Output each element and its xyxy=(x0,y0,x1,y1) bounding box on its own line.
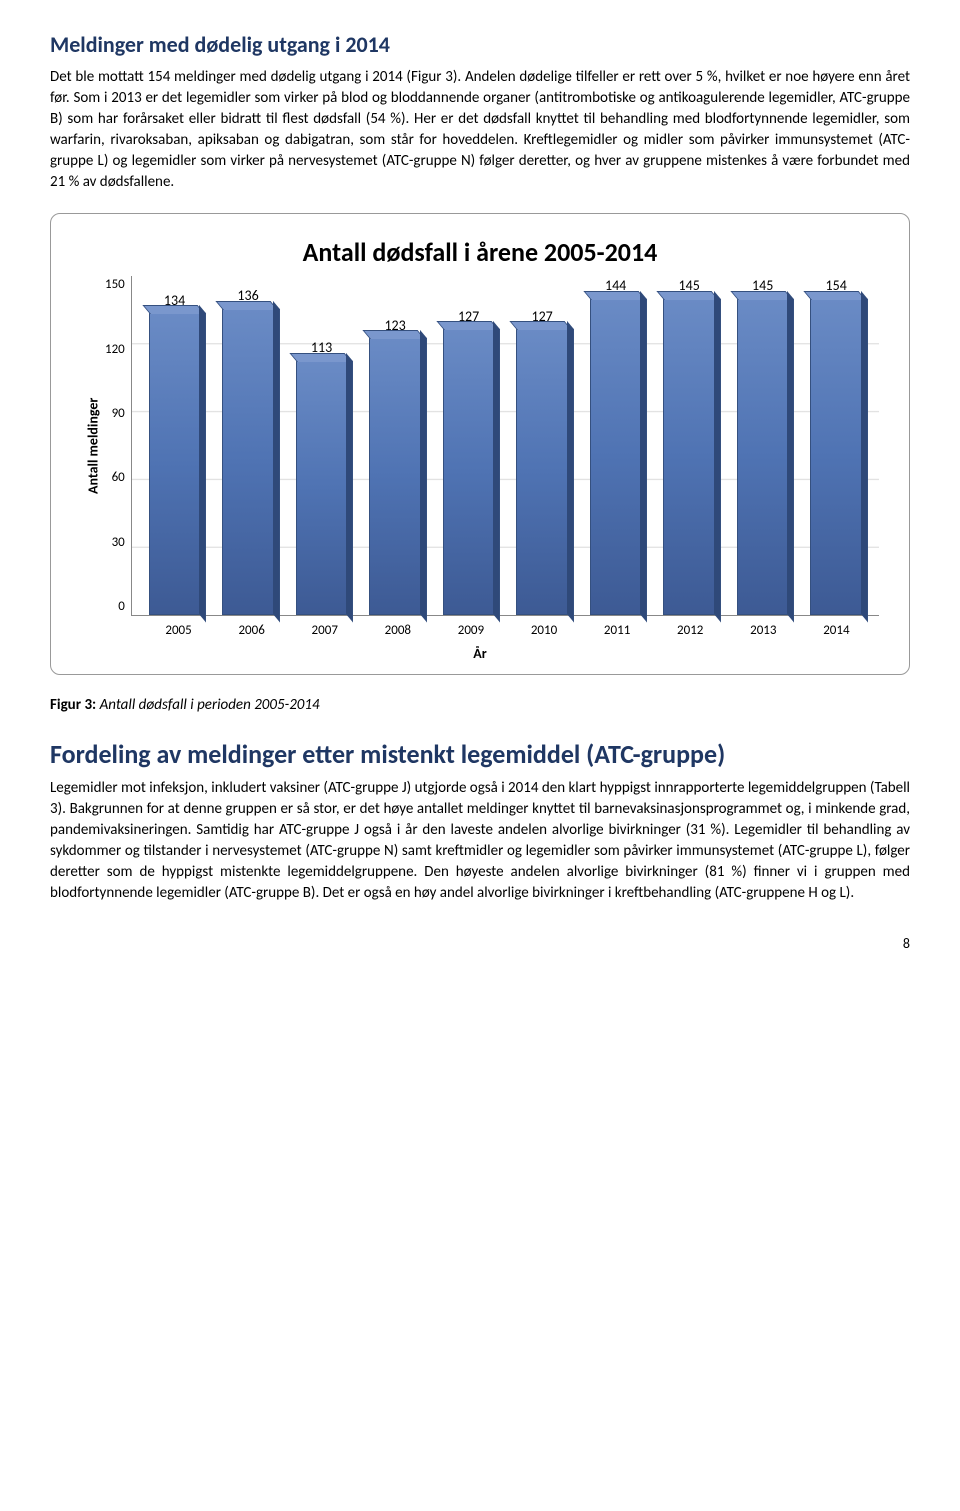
chart-bar xyxy=(590,298,641,615)
chart-ytick: 120 xyxy=(105,341,125,359)
chart-ytick: 150 xyxy=(105,276,125,294)
page-number: 8 xyxy=(50,934,910,954)
chart-bar xyxy=(369,337,420,615)
chart-xtick: 2007 xyxy=(288,622,361,640)
chart-ytick: 30 xyxy=(112,534,125,552)
paragraph-deaths: Det ble mottatt 154 meldinger med dødeli… xyxy=(50,67,910,193)
chart-bars: 134136113123127127144145145154 xyxy=(131,276,879,616)
chart-xtick: 2011 xyxy=(581,622,654,640)
chart-xtick: 2014 xyxy=(800,622,873,640)
chart-yaxis-label-wrap: Antall meldinger xyxy=(81,276,105,616)
figure-caption: Figur 3: Antall dødsfall i perioden 2005… xyxy=(50,695,910,716)
chart-xtick: 2006 xyxy=(215,622,288,640)
chart-bar xyxy=(443,328,494,615)
section-heading-deaths: Meldinger med dødelig utgang i 2014 xyxy=(50,30,910,61)
chart-bar xyxy=(149,312,200,615)
chart-bar-wrap: 145 xyxy=(652,276,726,615)
chart-bar xyxy=(222,308,273,615)
chart-bar-wrap: 127 xyxy=(432,276,506,615)
chart-xtick: 2009 xyxy=(434,622,507,640)
chart-xtick: 2012 xyxy=(654,622,727,640)
chart-ytick: 0 xyxy=(118,598,125,616)
chart-xtick: 2005 xyxy=(142,622,215,640)
chart-bar xyxy=(663,298,714,615)
chart-bar-wrap: 123 xyxy=(358,276,432,615)
chart-xtick: 2010 xyxy=(507,622,580,640)
chart-ytick: 90 xyxy=(112,405,125,423)
chart-yaxis-ticks: 150 120 90 60 30 0 xyxy=(105,276,131,616)
chart-ytick: 60 xyxy=(112,469,125,487)
figure-caption-label: Figur 3: xyxy=(50,696,100,714)
chart-title: Antall dødsfall i årene 2005-2014 xyxy=(81,234,879,270)
section-heading-atc: Fordeling av meldinger etter mistenkt le… xyxy=(50,736,910,772)
chart-xtick: 2013 xyxy=(727,622,800,640)
chart-yaxis-label: Antall meldinger xyxy=(83,398,103,494)
chart-bar-wrap: 145 xyxy=(726,276,800,615)
chart-xaxis-ticks: 2005200620072008200920102011201220132014 xyxy=(136,616,879,640)
chart-bar-wrap: 136 xyxy=(211,276,285,615)
chart-bar-wrap: 144 xyxy=(579,276,653,615)
figure-caption-text: Antall dødsfall i perioden 2005-2014 xyxy=(100,696,320,714)
chart-bar xyxy=(737,298,788,615)
paragraph-atc: Legemidler mot infeksjon, inkludert vaks… xyxy=(50,778,910,904)
chart-bar-wrap: 154 xyxy=(799,276,873,615)
chart-bar xyxy=(296,360,347,615)
chart-bar xyxy=(516,328,567,615)
chart-bar-wrap: 113 xyxy=(285,276,359,615)
chart-bar xyxy=(810,298,861,615)
chart-xtick: 2008 xyxy=(361,622,434,640)
chart-xaxis-label: År xyxy=(81,644,879,664)
chart-bar-wrap: 127 xyxy=(505,276,579,615)
chart-bar-wrap: 134 xyxy=(138,276,212,615)
chart-plot-area: Antall meldinger 150 120 90 60 30 0 134136113… xyxy=(81,276,879,616)
chart-container: Antall dødsfall i årene 2005-2014 Antall… xyxy=(50,213,910,675)
